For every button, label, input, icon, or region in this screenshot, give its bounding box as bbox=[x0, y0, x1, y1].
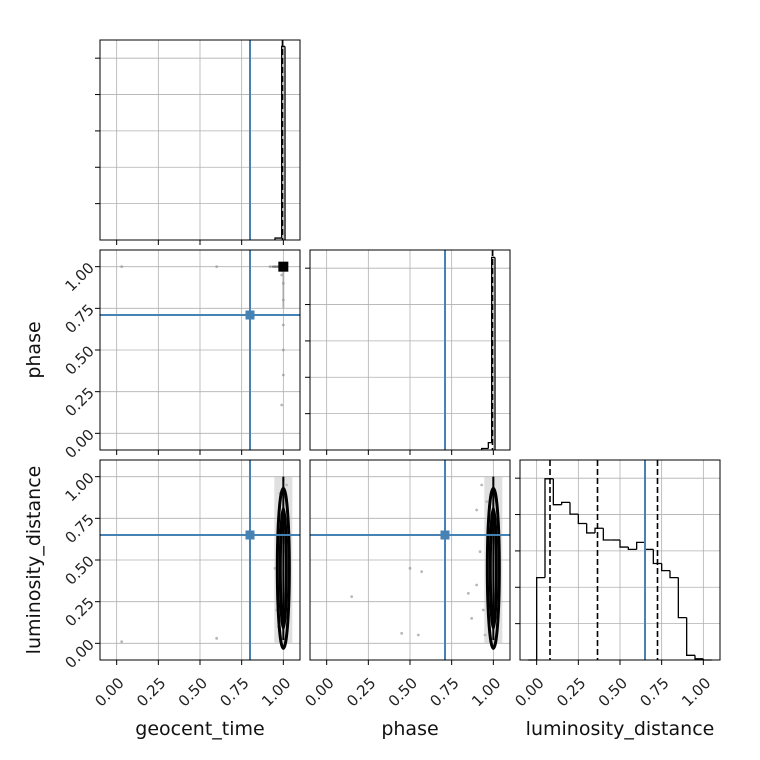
scatter-panel-phase-vs-geocent-time-point-1 bbox=[215, 265, 219, 269]
scatter-panel-luminosity-distance-vs-phase-point-10 bbox=[483, 633, 487, 637]
scatter-panel-luminosity-distance-vs-phase-point-12 bbox=[478, 550, 482, 554]
hist-panel-luminosity-distance-bin-17 bbox=[669, 570, 679, 579]
scatter-panel-luminosity-distance-vs-geocent-time-truth-marker bbox=[245, 530, 255, 540]
hist-panel-luminosity-distance-bin-11 bbox=[619, 540, 629, 548]
hist-panel-luminosity-distance-bin-4 bbox=[561, 501, 570, 505]
scatter-panel-luminosity-distance-vs-phase-point-2 bbox=[420, 570, 424, 574]
hist-panel-luminosity-distance-bin-16 bbox=[661, 563, 670, 572]
scatter-panel-phase-vs-geocent-time-point-11 bbox=[280, 403, 284, 407]
scatter-panel-luminosity-distance-vs-phase-point-9 bbox=[480, 483, 484, 487]
scatter-panel-luminosity-distance-vs-phase-point-8 bbox=[470, 616, 474, 620]
scatter-panel-luminosity-distance-vs-phase-point-7 bbox=[475, 508, 479, 512]
hist-panel-phase-bin-1 bbox=[487, 441, 492, 449]
scatter-panel-luminosity-distance-vs-phase-frame bbox=[309, 459, 511, 661]
x-axis-title-luminosity-distance: luminosity_distance bbox=[526, 718, 715, 740]
scatter-panel-phase-vs-geocent-time-density-core bbox=[278, 261, 289, 272]
hist-panel-luminosity-distance-bin-9 bbox=[602, 528, 612, 541]
scatter-panel-luminosity-distance-vs-phase-point-3 bbox=[400, 631, 404, 635]
hist-panel-phase-bin-2 bbox=[491, 256, 495, 443]
hist-panel-luminosity-distance-bin-19 bbox=[686, 617, 695, 656]
scatter-panel-luminosity-distance-vs-phase-point-14 bbox=[481, 608, 485, 612]
hist-panel-luminosity-distance-bin-15 bbox=[652, 549, 662, 565]
x-axis-title-phase: phase bbox=[381, 718, 438, 740]
hist-panel-luminosity-distance-bin-7 bbox=[586, 523, 595, 534]
scatter-panel-luminosity-distance-vs-phase: 0.00 0.25 0.50 0.75 1.00 bbox=[301, 459, 511, 710]
hist-panel-luminosity-distance-bin-18 bbox=[677, 577, 687, 619]
scatter-panel-luminosity-distance-vs-geocent-time-point-2 bbox=[273, 566, 277, 570]
hist-panel-geocent-time-bin-0 bbox=[274, 237, 282, 240]
scatter-panel-phase-vs-geocent-time-point-8 bbox=[281, 323, 285, 327]
scatter-panel-luminosity-distance-vs-phase-point-6 bbox=[475, 583, 479, 587]
hist-panel-luminosity-distance-bin-13 bbox=[636, 541, 645, 550]
scatter-panel-phase-vs-geocent-time-point-0 bbox=[120, 265, 124, 269]
hist-panel-luminosity-distance-bin-12 bbox=[627, 547, 637, 551]
scatter-panel-luminosity-distance-vs-phase-point-0 bbox=[350, 595, 354, 599]
hist-panel-luminosity-distance-bin-5 bbox=[569, 502, 579, 515]
scatter-panel-phase-vs-geocent-time-point-9 bbox=[281, 348, 285, 352]
y-axis-title-phase: phase bbox=[23, 321, 45, 378]
scatter-panel-phase-vs-geocent-time-truth-marker bbox=[245, 310, 255, 320]
scatter-panel-phase-vs-geocent-time-point-2 bbox=[268, 265, 272, 269]
scatter-panel-luminosity-distance-vs-phase-truth-marker bbox=[440, 530, 450, 540]
scatter-panel-luminosity-distance-vs-geocent-time-point-6 bbox=[285, 483, 289, 487]
hist-panel-geocent-time-frame bbox=[99, 39, 301, 241]
hist-panel-geocent-time-bin-1 bbox=[281, 45, 285, 239]
hist-panel-phase-frame bbox=[309, 249, 511, 451]
hist-panel-luminosity-distance-bin-3 bbox=[552, 478, 562, 506]
hist-panel-luminosity-distance-bin-8 bbox=[594, 527, 604, 533]
x-axis-title-geocent-time: geocent_time bbox=[135, 718, 264, 740]
scatter-panel-luminosity-distance-vs-phase-point-1 bbox=[408, 566, 412, 570]
scatter-panel-luminosity-distance-vs-phase-point-13 bbox=[485, 500, 489, 504]
hist-panel-luminosity-distance-frame bbox=[519, 459, 721, 661]
scatter-panel-luminosity-distance-vs-geocent-time-point-1 bbox=[215, 636, 219, 640]
scatter-panel-luminosity-distance-vs-phase-point-5 bbox=[466, 591, 470, 595]
hist-panel-geocent-time bbox=[95, 39, 301, 245]
scatter-panel-luminosity-distance-vs-geocent-time-frame bbox=[99, 459, 301, 661]
hist-panel-luminosity-distance-bin-1 bbox=[536, 576, 545, 660]
hist-panel-luminosity-distance-bin-20 bbox=[694, 655, 704, 660]
hist-panel-phase bbox=[305, 249, 511, 455]
scatter-panel-luminosity-distance-vs-geocent-time-point-0 bbox=[120, 640, 124, 644]
scatter-panel-phase-vs-geocent-time-frame bbox=[99, 249, 301, 451]
scatter-panel-luminosity-distance-vs-phase-point-4 bbox=[416, 633, 420, 637]
hist-panel-luminosity-distance-bin-6 bbox=[577, 514, 587, 525]
scatter-panel-phase-vs-geocent-time-point-10 bbox=[281, 373, 285, 377]
y-axis-title-luminosity-distance: luminosity_distance bbox=[23, 466, 45, 655]
